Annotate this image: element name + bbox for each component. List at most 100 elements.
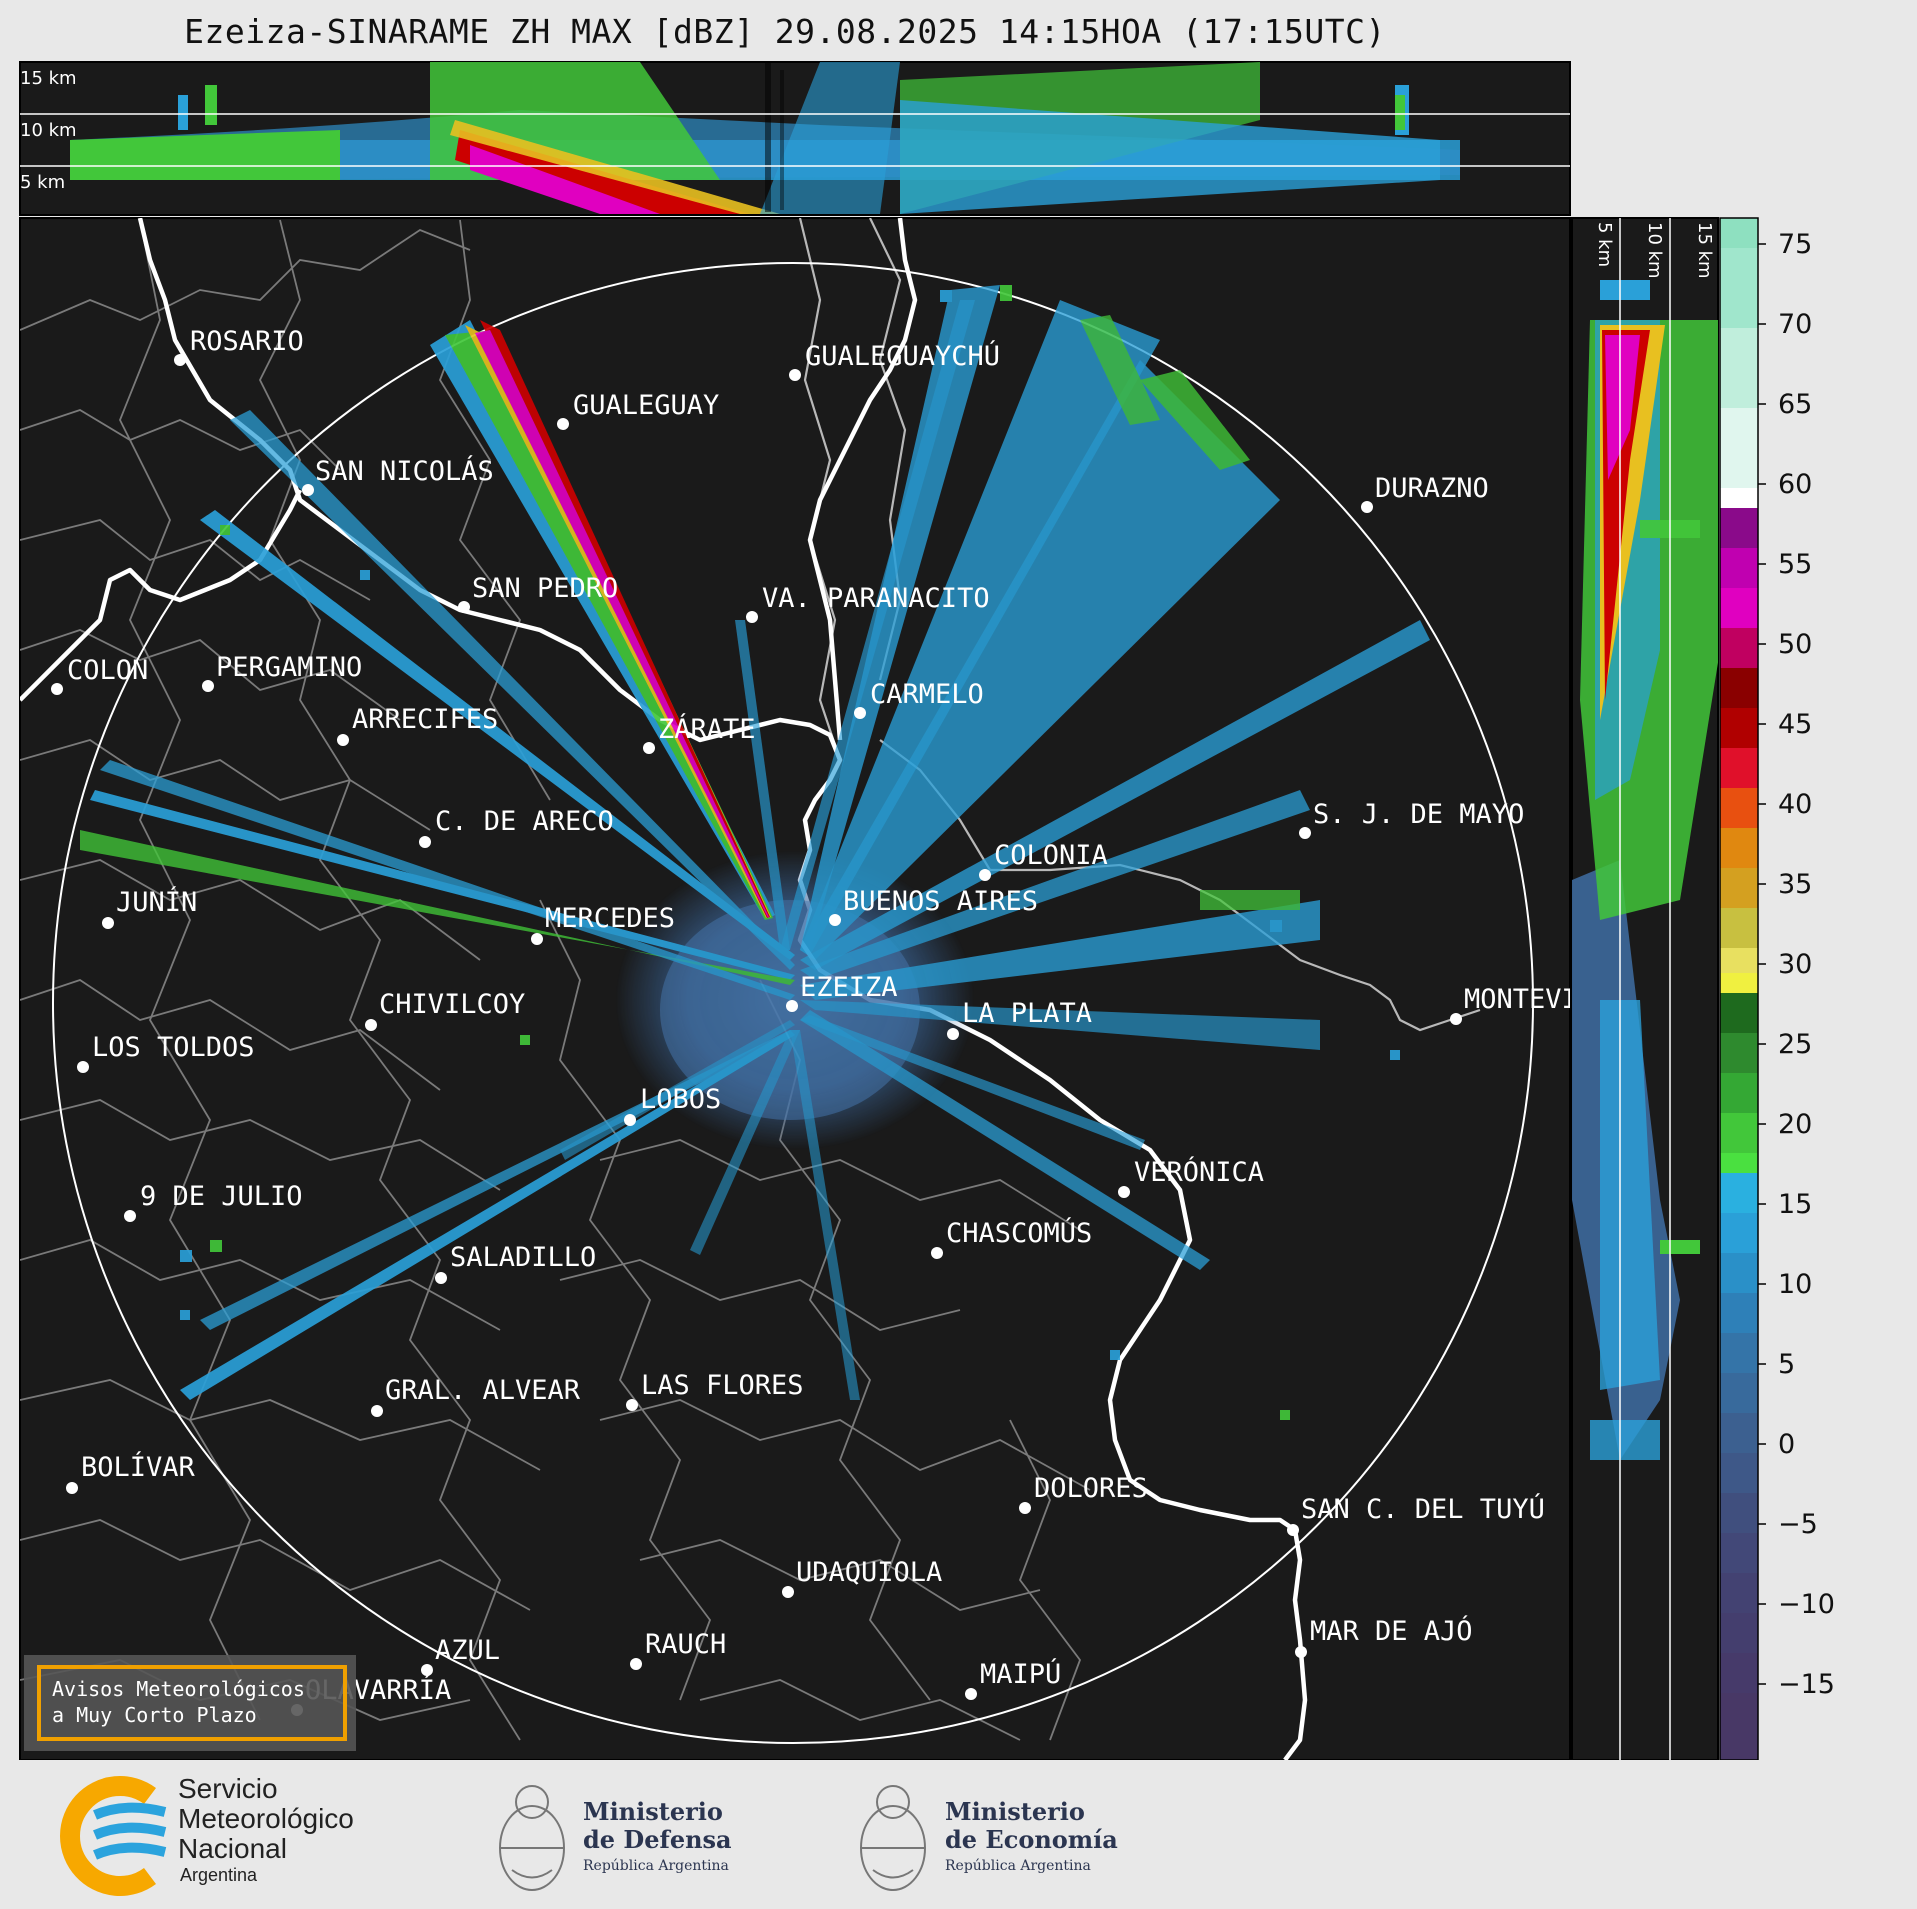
side-label-5km: 5 km [1594, 222, 1615, 267]
cb-tick-15: 15 [1778, 1189, 1812, 1220]
svg-text:CHASCOMÚS: CHASCOMÚS [946, 1217, 1092, 1249]
smn-line2: Meteorológico [178, 1803, 354, 1834]
city-va-paranacito: VA. PARANACITO [746, 583, 990, 623]
cb-tick-50: 50 [1778, 629, 1812, 660]
cb-tick-0: 0 [1778, 1429, 1795, 1460]
svg-text:MERCEDES: MERCEDES [545, 903, 675, 934]
city-la-plata: LA PLATA [947, 998, 1092, 1040]
cb-tick-40: 40 [1778, 789, 1812, 820]
city-colonia: COLONIA [979, 840, 1108, 881]
alert-box[interactable]: Avisos Meteorológicos a Muy Corto Plazo [24, 1655, 356, 1751]
city-chascomus: CHASCOMÚS [931, 1217, 1092, 1259]
cb-tick-45: 45 [1778, 709, 1812, 740]
colorbar-ticks: 75 70 65 60 55 50 45 40 35 30 25 20 15 1… [1758, 229, 1835, 1700]
top-label-10km: 10 km [20, 120, 77, 141]
svg-text:C. DE ARECO: C. DE ARECO [435, 806, 614, 837]
colorbar [1719, 217, 1759, 1760]
city-durazno: DURAZNO [1361, 473, 1489, 513]
cb-tick-70: 70 [1778, 309, 1812, 340]
city-chivilcoy: CHIVILCOY [365, 989, 525, 1031]
side-label-10km: 10 km [1644, 222, 1665, 279]
city-mar-de-ajo: MAR DE AJÓ [1295, 1615, 1473, 1658]
city-carmelo: CARMELO [854, 679, 984, 719]
svg-text:MONTEVIDEO: MONTEVIDEO [1464, 984, 1627, 1015]
svg-text:SAN C. DEL TUYÚ: SAN C. DEL TUYÚ [1301, 1493, 1545, 1525]
cb-tick-60: 60 [1778, 469, 1812, 500]
city-bolivar: BOLÍVAR [66, 1451, 196, 1494]
svg-text:LOBOS: LOBOS [640, 1084, 721, 1115]
smn-sun-icon [60, 1776, 156, 1896]
footer-logos: Servicio Meteorológico Nacional Argentin… [60, 1773, 1118, 1896]
coat-of-arms-icon [860, 1785, 926, 1891]
svg-text:EZEIZA: EZEIZA [800, 972, 898, 1003]
alert-line1: Avisos Meteorológicos [52, 1677, 305, 1701]
svg-text:VERÓNICA: VERÓNICA [1134, 1156, 1264, 1188]
city-buenos-aires: BUENOS AIRES [829, 886, 1038, 926]
smn-line1: Servicio [178, 1773, 278, 1804]
svg-text:JUNÍN: JUNÍN [116, 886, 197, 918]
city-maipu: MAIPÚ [965, 1658, 1061, 1700]
cb-tick-75: 75 [1778, 229, 1812, 260]
svg-text:VA. PARANACITO: VA. PARANACITO [762, 583, 990, 614]
cb-tick-25: 25 [1778, 1029, 1812, 1060]
svg-text:MAIPÚ: MAIPÚ [980, 1658, 1061, 1690]
top-label-5km: 5 km [20, 172, 65, 193]
economia-line1: Ministerio [945, 1797, 1085, 1826]
economia-logo: Ministerio de Economía República Argenti… [860, 1785, 1118, 1891]
svg-text:COLONIA: COLONIA [994, 840, 1108, 871]
city-sj-de-mayo: S. J. DE MAYO [1299, 799, 1524, 839]
cb-tick-minus5: −5 [1778, 1509, 1818, 1540]
city-rauch: RAUCH [630, 1629, 726, 1670]
cb-tick-20: 20 [1778, 1109, 1812, 1140]
city-udaquiola: UDAQUIOLA [782, 1557, 942, 1598]
svg-text:SALADILLO: SALADILLO [450, 1242, 596, 1273]
city-veronica: VERÓNICA [1118, 1156, 1264, 1198]
city-zarate: ZÁRATE [643, 713, 756, 754]
radar-figure: 15 km 10 km 5 km [19, 61, 1835, 1760]
smn-logo: Servicio Meteorológico Nacional Argentin… [60, 1773, 354, 1896]
svg-text:COLON: COLON [67, 655, 148, 686]
svg-text:S. J. DE MAYO: S. J. DE MAYO [1313, 799, 1524, 830]
city-arrecifes: ARRECIFES [337, 704, 498, 746]
smn-line4: Argentina [180, 1865, 258, 1885]
svg-text:CHIVILCOY: CHIVILCOY [379, 989, 525, 1020]
svg-text:GRAL. ALVEAR: GRAL. ALVEAR [385, 1375, 581, 1406]
economia-line2: de Economía [945, 1825, 1118, 1854]
svg-text:GUALEGUAYCHÚ: GUALEGUAYCHÚ [805, 340, 1000, 372]
defensa-line3: República Argentina [583, 1858, 729, 1874]
city-san-nicolas: SAN NICOLÁS [302, 455, 494, 496]
cb-tick-55: 55 [1778, 549, 1812, 580]
city-gualeguay: GUALEGUAY [557, 390, 719, 430]
cb-tick-65: 65 [1778, 389, 1812, 420]
cb-tick-30: 30 [1778, 949, 1812, 980]
city-lobos: LOBOS [624, 1084, 721, 1126]
defensa-logo: Ministerio de Defensa República Argentin… [499, 1785, 732, 1891]
city-los-toldos: LOS TOLDOS [77, 1032, 255, 1073]
svg-text:ROSARIO: ROSARIO [190, 326, 304, 357]
svg-text:CARMELO: CARMELO [870, 679, 984, 710]
city-san-c-del-tuyu: SAN C. DEL TUYÚ [1287, 1493, 1545, 1536]
svg-text:DURAZNO: DURAZNO [1375, 473, 1489, 504]
city-ezeiza: EZEIZA [786, 972, 898, 1012]
city-pergamino: PERGAMINO [202, 652, 362, 692]
svg-text:SAN NICOLÁS: SAN NICOLÁS [315, 455, 494, 487]
city-saladillo: SALADILLO [435, 1242, 596, 1284]
cb-tick-minus15: −15 [1778, 1669, 1835, 1700]
side-label-15km: 15 km [1694, 222, 1715, 279]
svg-text:LA PLATA: LA PLATA [962, 998, 1092, 1029]
radar-echoes [80, 285, 1430, 1420]
cb-tick-35: 35 [1778, 869, 1812, 900]
economia-line3: República Argentina [945, 1858, 1091, 1874]
svg-text:DOLORES: DOLORES [1034, 1473, 1148, 1504]
city-gualeguaychu: GUALEGUAYCHÚ [789, 340, 1000, 381]
svg-text:GUALEGUAY: GUALEGUAY [573, 390, 719, 421]
city-san-pedro: SAN PEDRO [458, 573, 618, 613]
smn-line3: Nacional [178, 1833, 287, 1864]
city-junin: JUNÍN [102, 886, 197, 929]
city-dolores: DOLORES [1019, 1473, 1148, 1514]
svg-text:SAN PEDRO: SAN PEDRO [472, 573, 618, 604]
map-title: Ezeiza-SINARAME ZH MAX [dBZ] 29.08.2025 … [184, 12, 1386, 51]
svg-text:ARRECIFES: ARRECIFES [352, 704, 498, 735]
svg-text:LOS TOLDOS: LOS TOLDOS [92, 1032, 255, 1063]
cb-tick-minus10: −10 [1778, 1589, 1835, 1620]
